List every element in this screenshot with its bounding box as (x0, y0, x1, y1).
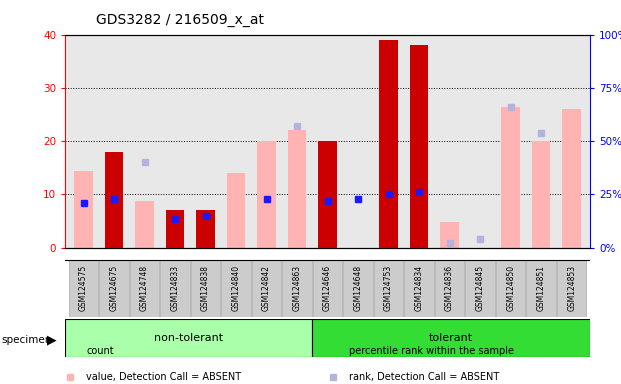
Bar (99, 260, 129, 317)
Text: specimen: specimen (1, 335, 52, 345)
Text: GSM124863: GSM124863 (292, 265, 302, 311)
Bar (440, 222, 459, 248)
Text: tolerant: tolerant (429, 333, 473, 343)
Bar (283, 260, 312, 317)
Bar (532, 141, 550, 248)
Bar (404, 260, 433, 317)
Text: GSM124675: GSM124675 (109, 265, 119, 311)
Text: non-tolerant: non-tolerant (154, 333, 223, 343)
Text: count: count (86, 346, 114, 356)
Bar (130, 260, 159, 317)
Bar (502, 107, 520, 248)
Bar (374, 260, 403, 317)
Bar (496, 260, 525, 317)
Text: GDS3282 / 216509_x_at: GDS3282 / 216509_x_at (96, 13, 265, 27)
Text: GSM124851: GSM124851 (537, 265, 546, 311)
Bar (313, 260, 342, 317)
Text: rank, Detection Call = ABSENT: rank, Detection Call = ABSENT (348, 372, 499, 382)
Bar (105, 152, 123, 248)
Text: percentile rank within the sample: percentile rank within the sample (348, 346, 514, 356)
Text: GSM124748: GSM124748 (140, 265, 149, 311)
Bar (227, 173, 245, 248)
Bar (196, 210, 215, 248)
Bar (69, 260, 98, 317)
Bar (258, 141, 276, 248)
Text: GSM124838: GSM124838 (201, 265, 210, 311)
Bar (466, 260, 495, 317)
Bar (65, 319, 312, 357)
Bar (563, 109, 581, 248)
Bar (252, 260, 281, 317)
Text: GSM124845: GSM124845 (476, 265, 484, 311)
Text: GSM124834: GSM124834 (415, 265, 424, 311)
Text: ▶: ▶ (47, 333, 57, 346)
Text: GSM124836: GSM124836 (445, 265, 454, 311)
Bar (312, 319, 590, 357)
Bar (166, 210, 184, 248)
Bar (191, 260, 220, 317)
Bar (343, 260, 373, 317)
Bar (135, 201, 153, 248)
Bar (222, 260, 251, 317)
Text: GSM124575: GSM124575 (79, 265, 88, 311)
Bar (379, 40, 397, 248)
Text: GSM124833: GSM124833 (171, 265, 179, 311)
Text: GSM124753: GSM124753 (384, 265, 393, 311)
Text: GSM124646: GSM124646 (323, 265, 332, 311)
Bar (319, 141, 337, 248)
Text: GSM124648: GSM124648 (353, 265, 363, 311)
Bar (75, 171, 93, 248)
Text: value, Detection Call = ABSENT: value, Detection Call = ABSENT (86, 372, 242, 382)
Text: GSM124840: GSM124840 (232, 265, 240, 311)
Text: GSM124850: GSM124850 (506, 265, 515, 311)
Text: GSM124853: GSM124853 (567, 265, 576, 311)
Bar (557, 260, 586, 317)
Bar (288, 131, 306, 248)
Bar (435, 260, 465, 317)
Bar (160, 260, 189, 317)
Bar (527, 260, 556, 317)
Bar (410, 45, 428, 248)
Text: GSM124842: GSM124842 (262, 265, 271, 311)
